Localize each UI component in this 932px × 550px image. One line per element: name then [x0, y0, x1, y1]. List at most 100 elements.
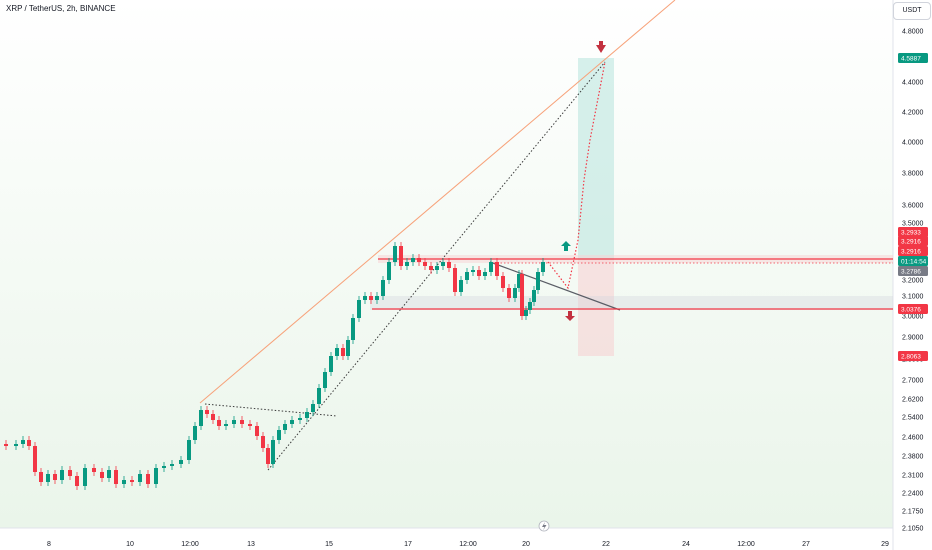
- candle-body: [483, 272, 487, 276]
- price-tag: 4.5887: [898, 53, 928, 63]
- time-tick-label: 10: [126, 541, 134, 548]
- price-tick-label: 3.0000: [902, 314, 924, 321]
- price-tag: 3.0376: [898, 304, 928, 314]
- candle-body: [305, 412, 309, 418]
- currency-label[interactable]: USDT: [893, 2, 931, 20]
- candle-body: [429, 266, 433, 270]
- candle-body: [217, 420, 221, 426]
- price-tag: 3.2933: [898, 227, 928, 237]
- dotted-support-trendline[interactable]: [267, 61, 606, 471]
- candle-body: [311, 404, 315, 412]
- candle-body: [46, 474, 50, 482]
- candlestick-series: [4, 242, 545, 490]
- price-tag: 3.2786: [898, 266, 928, 276]
- candle-body: [277, 430, 281, 440]
- candle-body: [100, 472, 104, 478]
- candle-body: [162, 466, 166, 468]
- candle-body: [27, 440, 31, 446]
- candle-body: [507, 288, 511, 298]
- candle-body: [107, 470, 111, 478]
- price-tick-label: 4.2000: [902, 110, 924, 117]
- svg-text:2.8063: 2.8063: [901, 354, 921, 361]
- candle-body: [393, 246, 397, 262]
- candle-body: [261, 436, 265, 448]
- price-tick-label: 2.5400: [902, 415, 924, 422]
- candle-body: [524, 310, 528, 316]
- candle-body: [170, 464, 174, 466]
- candle-body: [60, 470, 64, 480]
- candle-body: [211, 414, 215, 420]
- svg-text:4.5887: 4.5887: [901, 56, 921, 63]
- candle-body: [122, 480, 126, 484]
- candle-body: [459, 280, 463, 292]
- loss-zone: [578, 260, 614, 356]
- candle-body: [411, 258, 415, 262]
- price-tag: 01:14:54: [898, 256, 928, 266]
- time-tick-label: 12:00: [737, 541, 755, 548]
- lightning-icon[interactable]: [538, 520, 550, 532]
- descending-trendline[interactable]: [489, 261, 621, 311]
- price-tick-label: 2.3800: [902, 454, 924, 461]
- price-tick-label: 2.4600: [902, 435, 924, 442]
- svg-text:3.2916: 3.2916: [901, 249, 921, 256]
- candle-body: [68, 470, 72, 476]
- candle-body: [471, 270, 475, 272]
- candle-body: [271, 440, 275, 464]
- candle-body: [154, 468, 158, 484]
- candle-body: [232, 420, 236, 424]
- profit-zone: [578, 58, 614, 260]
- candle-body: [138, 474, 142, 482]
- candle-body: [351, 318, 355, 340]
- candle-body: [187, 440, 191, 460]
- candle-body: [179, 460, 183, 464]
- svg-text:3.2916: 3.2916: [901, 239, 921, 246]
- plot-background: [0, 0, 893, 528]
- candle-body: [224, 424, 228, 426]
- price-tick-label: 3.2000: [902, 278, 924, 285]
- candle-body: [283, 424, 287, 430]
- candle-body: [417, 258, 421, 262]
- time-tick-label: 29: [881, 541, 889, 548]
- candle-body: [329, 356, 333, 372]
- price-tick-label: 2.7000: [902, 378, 924, 385]
- time-tick-label: 27: [802, 541, 810, 548]
- price-axis[interactable]: 4.8000 4.4000 4.2000 4.0000 3.8000 3.6000 3.50…: [902, 29, 924, 533]
- price-tags: 4.5887 3.2933 3.2916 3.2916 01:14:54 3.2786 3.…: [898, 53, 928, 361]
- price-tick-label: 2.1050: [902, 526, 924, 533]
- candle-body: [255, 426, 259, 436]
- candle-body: [501, 276, 505, 288]
- price-tick-label: 4.0000: [902, 140, 924, 147]
- candle-body: [465, 272, 469, 280]
- arrow-down-stop-icon: [565, 311, 575, 321]
- time-axis[interactable]: 8 10 12:00 13 15 17 12:00 20 22 24 12:00 27 29: [47, 541, 889, 548]
- candle-body: [477, 270, 481, 276]
- candle-body: [75, 476, 79, 486]
- candle-body: [517, 274, 521, 288]
- dotted-consolidation-line[interactable]: [204, 403, 338, 417]
- arrow-down-target-icon: [597, 41, 605, 51]
- time-tick-label: 15: [325, 541, 333, 548]
- price-tick-label: 2.1750: [902, 509, 924, 516]
- candle-body: [266, 448, 270, 464]
- candle-body: [33, 446, 37, 472]
- candle-body: [528, 302, 532, 310]
- candle-body: [114, 470, 118, 484]
- candle-body: [399, 246, 403, 266]
- candle-body: [146, 474, 150, 484]
- ascending-trendline[interactable]: [199, 0, 676, 404]
- candle-body: [21, 440, 25, 444]
- price-tag: 2.8063: [898, 351, 928, 361]
- price-tick-label: 3.6000: [902, 203, 924, 210]
- arrow-up-icon: [561, 241, 571, 251]
- candle-body: [532, 290, 536, 302]
- candle-body: [541, 262, 545, 272]
- candle-body: [357, 300, 361, 318]
- price-tick-label: 2.3100: [902, 473, 924, 480]
- symbol-title: XRP / TetherUS, 2h, BINANCE: [6, 4, 116, 13]
- candle-body: [323, 372, 327, 388]
- time-tick-label: 22: [602, 541, 610, 548]
- price-tick-label: 2.2400: [902, 491, 924, 498]
- candle-body: [346, 340, 350, 356]
- candle-body: [369, 296, 373, 300]
